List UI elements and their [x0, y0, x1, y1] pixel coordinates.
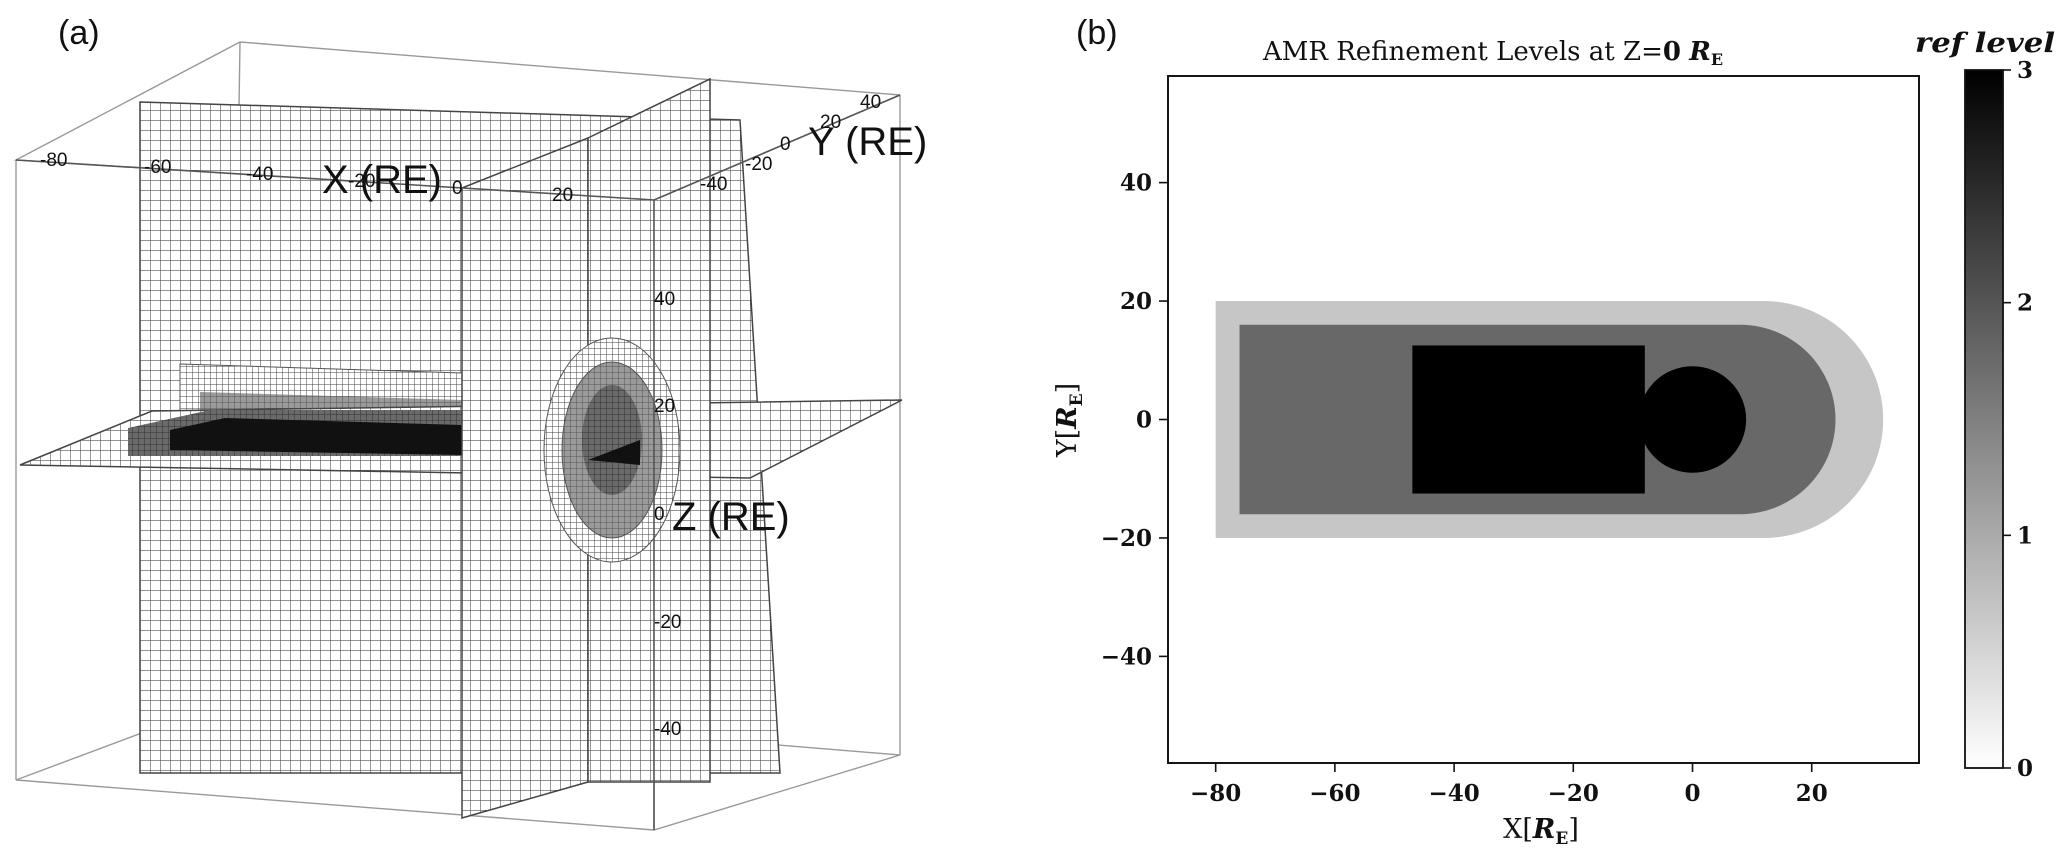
y-tick-label: 40	[860, 92, 881, 113]
z-axis-ticks: 40 20 0 -20 -40	[654, 289, 681, 740]
y-tick-label: 20	[820, 112, 841, 133]
x-tick-label: 0	[452, 178, 463, 199]
x-tick-label: -20	[348, 171, 375, 192]
y-ticks: −40 −20 0 20 40	[1101, 170, 1168, 670]
y-tick-label: -40	[700, 174, 727, 195]
x-tick-label: -40	[246, 164, 273, 185]
region-level-3	[1412, 345, 1645, 494]
x-tick-label: −40	[1428, 780, 1479, 807]
z-tick-label: 20	[654, 396, 675, 417]
y-tick-label: 40	[1120, 170, 1152, 197]
panel-a-label: (a)	[58, 14, 100, 52]
z-tick-label: -40	[654, 719, 681, 740]
y-tick-label: -20	[745, 154, 772, 175]
refinement-regions	[1215, 301, 1884, 538]
z-tick-label: 0	[654, 504, 665, 525]
z-axis-label: Z (RE)	[672, 495, 790, 539]
x-tick-label: −60	[1309, 780, 1360, 807]
colorbar-tick-label: 3	[2017, 57, 2033, 84]
z-tick-label: -20	[654, 612, 681, 633]
colorbar-tick-label: 1	[2017, 522, 2033, 549]
x-axis-ticks: -80 -60 -40 -20 0 20	[40, 150, 573, 206]
y-axis-label: Y[RE]	[1052, 383, 1087, 458]
yz-level3-wedge	[588, 440, 640, 465]
colorbar	[1964, 69, 2004, 769]
chart-title: AMR Refinement Levels at Z=0 RE	[1262, 37, 1723, 69]
x-axis-label: X (RE)	[322, 158, 442, 202]
region-level-3	[1638, 366, 1747, 473]
z-tick-label: 40	[654, 289, 675, 310]
panel-b-label: (b)	[1076, 14, 1118, 52]
x-tick-label: −20	[1548, 780, 1599, 807]
y-tick-label: −20	[1101, 525, 1152, 552]
y-tick-label: 20	[1120, 288, 1152, 315]
y-axis-label: Y (RE)	[808, 120, 927, 164]
y-tick-label: 0	[1136, 407, 1152, 434]
axis3d-lines	[15, 94, 901, 830]
panel-a: (a)	[13, 14, 927, 831]
colorbar-tick-label: 0	[2017, 755, 2033, 782]
x-tick-label: −80	[1190, 780, 1241, 807]
y-axis-ticks: -40 -20 0 20 40	[700, 92, 881, 195]
colorbar-title: ref level	[1915, 28, 2055, 59]
x-tick-label: -80	[40, 150, 67, 171]
x-tick-label: 20	[1796, 780, 1828, 807]
y-tick-label: 0	[780, 134, 791, 155]
colorbar-ticks: 0 1 2 3	[2003, 57, 2033, 782]
panel-b: (b) AMR Refinement Levels at Z=0 RE −80−…	[1052, 14, 2055, 849]
x-tick-label: -60	[144, 157, 171, 178]
colorbar-tick-label: 2	[2017, 290, 2033, 317]
x-ticks: −80 −60 −40 −20 0 20	[1190, 763, 1828, 807]
xy-plane-level3	[170, 418, 462, 455]
x-tick-label: 20	[552, 185, 573, 206]
y-axis-label-group: Y[RE]	[1052, 383, 1087, 458]
x-tick-label: 0	[1685, 780, 1701, 807]
x-axis-label: X[RE]	[1503, 814, 1579, 849]
yz-level3-core	[582, 385, 642, 495]
y-tick-label: −40	[1101, 643, 1152, 670]
